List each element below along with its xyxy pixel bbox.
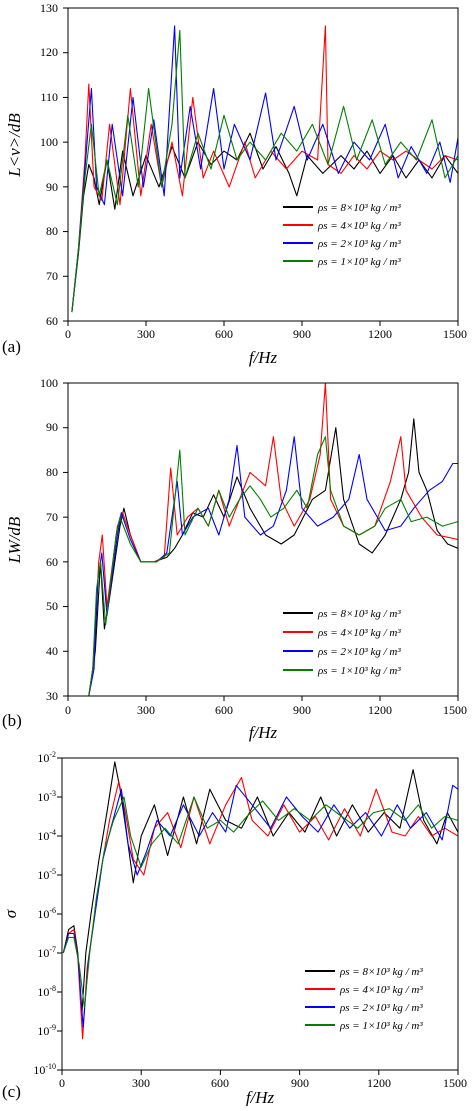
panel-a-legend-label-1e3: ρs = 1×10³ kg / m³ bbox=[317, 256, 401, 268]
panel-a-label: (a) bbox=[2, 337, 21, 356]
panel-c-xtick-600: 600 bbox=[211, 1076, 229, 1090]
panel-b-plot-area bbox=[88, 383, 458, 696]
panel-c-legend: ρs = 8×10³ kg / m³ ρs = 4×10³ kg / m³ ρs… bbox=[305, 966, 423, 1032]
panel-a-xtick-1500: 1500 bbox=[443, 327, 467, 341]
panel-b-legend: ρs = 8×10³ kg / m³ ρs = 4×10³ kg / m³ ρs… bbox=[283, 608, 401, 677]
panel-a-frame bbox=[67, 7, 459, 322]
panel-c-ytick-10-5: 10-5 bbox=[37, 867, 56, 882]
panel-c-xlabel: f/Hz bbox=[246, 1088, 275, 1106]
panel-a-legend-label-8e3: ρs = 8×10³ kg / m³ bbox=[317, 202, 401, 214]
panel-a-ytick-100: 100 bbox=[40, 135, 58, 149]
panel-a-series-s-1-10-kg-m bbox=[71, 29, 458, 313]
panel-b-ytick-80: 80 bbox=[46, 465, 58, 479]
panel-b-xlabel: f/Hz bbox=[249, 723, 278, 742]
panel-a-series-s-4-10-kg-m bbox=[71, 25, 458, 313]
panel-a-ylabel: L<v>/dB bbox=[5, 113, 24, 178]
panel-c-plot-area bbox=[62, 761, 458, 1040]
panel-a-legend: ρs = 8×10³ kg / m³ ρs = 4×10³ kg / m³ ρs… bbox=[283, 202, 401, 268]
panel-c-ylabel: σ bbox=[1, 909, 20, 918]
panel-c-ytick-10-2: 10-2 bbox=[37, 750, 56, 765]
panel-b: 0 300 600 900 1200 1500 30 40 50 60 70 8… bbox=[2, 376, 467, 742]
panel-b-series-s-2-10-kg-m bbox=[88, 436, 458, 696]
panel-c-legend-label-2e3: ρs = 2×10³ kg / m³ bbox=[339, 1002, 423, 1014]
panel-a-ytick-70: 70 bbox=[46, 269, 58, 283]
panel-c-series-s-4-10-kg-m bbox=[62, 776, 458, 1040]
panel-b-label: (b) bbox=[2, 711, 22, 730]
panel-c-series-s-8-10-kg-m bbox=[62, 761, 458, 1016]
panel-b-xtick-1500: 1500 bbox=[443, 703, 467, 717]
panel-c-xtick-1500: 1500 bbox=[443, 1076, 467, 1090]
panel-c-xtick-1200: 1200 bbox=[367, 1076, 391, 1090]
panel-b-legend-label-4e3: ρs = 4×10³ kg / m³ bbox=[317, 627, 401, 639]
panel-c-label: (c) bbox=[2, 1082, 21, 1101]
panel-b-legend-label-1e3: ρs = 1×10³ kg / m³ bbox=[317, 665, 401, 677]
panel-c-ytick-10-9: 10-9 bbox=[37, 1023, 56, 1038]
panel-c-ytick-10-10: 10-10 bbox=[33, 1062, 56, 1077]
panel-b-xtick-1200: 1200 bbox=[368, 703, 392, 717]
panel-b-series-s-1-10-kg-m bbox=[88, 436, 458, 696]
panel-c-ytick-10-4: 10-4 bbox=[37, 828, 56, 843]
panel-b-ylabel: LW/dB bbox=[5, 516, 24, 564]
panel-a-ytick-60: 60 bbox=[46, 314, 58, 328]
panel-b-xtick-0: 0 bbox=[65, 703, 71, 717]
panel-b-xtick-900: 900 bbox=[293, 703, 311, 717]
panel-c: 0 300 600 900 1200 1500 10-1010-910-810-… bbox=[1, 750, 467, 1107]
panel-b-xtick-600: 600 bbox=[215, 703, 233, 717]
panel-a-xtick-300: 300 bbox=[137, 327, 155, 341]
panel-c-ytick-10-8: 10-8 bbox=[37, 984, 56, 999]
panel-b-xtick-300: 300 bbox=[137, 703, 155, 717]
panel-b-legend-label-8e3: ρs = 8×10³ kg / m³ bbox=[317, 608, 401, 620]
panel-b-ytick-70: 70 bbox=[46, 510, 58, 524]
panel-a-legend-label-2e3: ρs = 2×10³ kg / m³ bbox=[317, 238, 401, 250]
panel-a-series-s-2-10-kg-m bbox=[71, 25, 458, 313]
panel-c-legend-label-4e3: ρs = 4×10³ kg / m³ bbox=[339, 984, 423, 996]
panel-a-plot-area bbox=[71, 25, 458, 313]
panel-b-ytick-30: 30 bbox=[46, 689, 58, 703]
panel-a-xtick-0: 0 bbox=[65, 327, 71, 341]
panel-a: 0 300 600 900 1200 1500 60 70 80 90 100 … bbox=[2, 1, 467, 367]
panel-c-xtick-900: 900 bbox=[291, 1076, 309, 1090]
panel-c-legend-label-8e3: ρs = 8×10³ kg / m³ bbox=[339, 966, 423, 978]
panel-a-ytick-80: 80 bbox=[46, 224, 58, 238]
panel-a-ytick-90: 90 bbox=[46, 180, 58, 194]
panel-c-legend-label-1e3: ρs = 1×10³ kg / m³ bbox=[339, 1020, 423, 1032]
panel-b-ytick-100: 100 bbox=[40, 376, 58, 390]
panel-b-ytick-40: 40 bbox=[46, 644, 58, 658]
panel-a-xtick-1200: 1200 bbox=[368, 327, 392, 341]
panel-b-frame bbox=[67, 382, 459, 697]
panel-b-series-s-8-10-kg-m bbox=[88, 418, 458, 696]
panel-a-xlabel: f/Hz bbox=[249, 348, 278, 367]
panel-b-ytick-60: 60 bbox=[46, 555, 58, 569]
panel-c-ytick-10-3: 10-3 bbox=[37, 789, 56, 804]
panel-a-ytick-130: 130 bbox=[40, 1, 58, 15]
panel-a-ytick-120: 120 bbox=[40, 45, 58, 59]
panel-b-legend-label-2e3: ρs = 2×10³ kg / m³ bbox=[317, 646, 401, 658]
panel-c-ytick-10-7: 10-7 bbox=[37, 945, 56, 960]
panel-c-series-s-1-10-kg-m bbox=[62, 796, 458, 1009]
panel-b-ytick-50: 50 bbox=[46, 599, 58, 613]
panel-a-legend-label-4e3: ρs = 4×10³ kg / m³ bbox=[317, 220, 401, 232]
panel-b-ytick-90: 90 bbox=[46, 420, 58, 434]
panel-c-xtick-300: 300 bbox=[132, 1076, 150, 1090]
panel-a-xtick-900: 900 bbox=[293, 327, 311, 341]
panel-c-xtick-0: 0 bbox=[59, 1076, 65, 1090]
panel-a-ytick-110: 110 bbox=[40, 90, 58, 104]
panel-c-ytick-10-6: 10-6 bbox=[37, 906, 56, 921]
panel-a-xtick-600: 600 bbox=[215, 327, 233, 341]
panel-c-yticks: 10-10 10-9 10-8 10-7 10-6 10-5 10-4 10-3 10-2 bbox=[33, 750, 56, 1077]
